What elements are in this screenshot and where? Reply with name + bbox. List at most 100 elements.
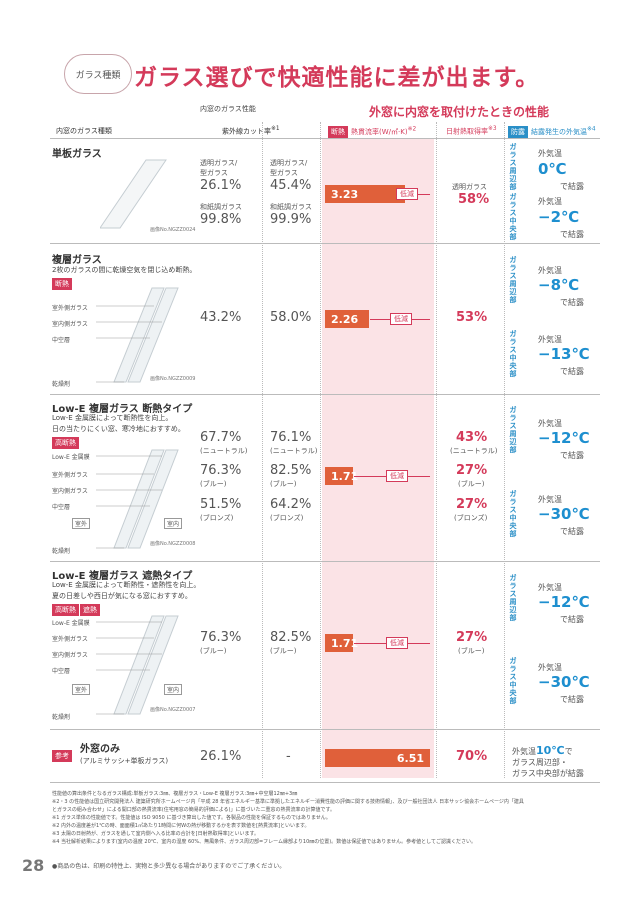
dew-heading-label: 結露発生の外気温 bbox=[531, 128, 587, 136]
uv-b-label: 和紙調ガラス bbox=[270, 203, 312, 211]
row-desc: Low-E 金属膜によって断熱性・遮熱性を向上。 bbox=[52, 581, 201, 589]
glass-part-label: Low-E 金属膜 bbox=[52, 454, 90, 461]
dew-outside-label: 外気温 bbox=[538, 149, 562, 158]
dew-summary-line: ガラス周辺部・ bbox=[512, 758, 568, 767]
dew-temp: −12℃ bbox=[538, 429, 590, 447]
uv-a-label: 型ガラス bbox=[200, 169, 228, 177]
uv-a-value: 26.1% bbox=[200, 749, 242, 764]
dew-result: で結露 bbox=[560, 527, 584, 536]
dew-position-label: ガラス周辺部 bbox=[509, 574, 517, 622]
dew-heading-note: ※4 bbox=[587, 126, 596, 133]
uv-heading: 紫外線カット率※1 bbox=[222, 126, 280, 136]
image-number: 画像No.NGZZ0007 bbox=[150, 707, 196, 713]
glass-part-label: 室外側ガラス bbox=[52, 305, 88, 312]
row-desc: 日の当たりにくい窓、寒冷地におすすめ。 bbox=[52, 425, 185, 433]
dew-result: で結露 bbox=[560, 451, 584, 460]
reduce-label: 低減 bbox=[386, 637, 408, 649]
lowe-insul-glass-illustration bbox=[96, 449, 179, 549]
glass-color: (ブルー) bbox=[200, 647, 227, 655]
uv-heading-note: ※1 bbox=[271, 126, 280, 132]
uv-a-value: 51.5% bbox=[200, 497, 242, 512]
uv-b-value: 82.5% bbox=[270, 630, 312, 645]
note: ※2 内外の温度差が1℃の時、面面積1㎡あたり1時間に何Wの熱が移動するかを表す… bbox=[52, 823, 310, 829]
u-value-bar: 1.71 bbox=[325, 467, 358, 485]
dew-position-label: ガラス中央部 bbox=[509, 657, 517, 705]
insul-column-band bbox=[322, 138, 434, 778]
row-title-lowe-insul: Low-E 複層ガラス 断熱タイプ bbox=[52, 404, 193, 415]
dew-temp: −30℃ bbox=[538, 673, 590, 691]
dew-position-label: ガラス周辺部 bbox=[509, 406, 517, 454]
note: とガラスの組み合わせ」による開口部の熱貫流率(住宅用窓の簡易的評価による)」に基… bbox=[52, 807, 336, 813]
glass-part-label: 中空層 bbox=[52, 668, 71, 675]
dew-position-label: ガラス周辺部 bbox=[509, 143, 517, 191]
insul-heading-label: 熱貫流率(W/㎡·K) bbox=[351, 128, 408, 136]
note: ※2・3 の性能値は国立研究開発法人 建築研究所ホームページ内「平成 28 年省… bbox=[52, 799, 524, 805]
dew-summary-suffix: で bbox=[564, 747, 573, 756]
tag-insulation: 断熱 bbox=[52, 278, 72, 290]
lowe-shade-glass-illustration bbox=[96, 615, 179, 715]
solar-value: 58% bbox=[458, 192, 490, 207]
dew-summary: 外気温10℃で bbox=[512, 744, 573, 757]
tag-shading: 遮熱 bbox=[80, 604, 100, 616]
page-title: ガラス選びで快適性能に差が出ます。 bbox=[134, 65, 540, 91]
insul-tag: 断熱 bbox=[328, 126, 348, 138]
glass-color: (ブロンズ) bbox=[200, 514, 234, 522]
divider bbox=[436, 122, 437, 778]
dew-outside-label: 外気温 bbox=[538, 197, 562, 206]
uv-b-label: 型ガラス bbox=[270, 169, 298, 177]
single-glass-illustration bbox=[100, 159, 167, 229]
dew-temp: −8℃ bbox=[538, 276, 580, 294]
row-divider bbox=[50, 782, 600, 783]
dew-temp: −30℃ bbox=[538, 505, 590, 523]
reduce-label: 低減 bbox=[390, 313, 412, 325]
row-divider bbox=[50, 243, 600, 244]
row-desc: 夏の日差しや西日が気になる窓におすすめ。 bbox=[52, 592, 192, 600]
page-number: 28 bbox=[22, 856, 45, 875]
dew-temp: −2℃ bbox=[538, 208, 580, 226]
section-badge: ガラス種類 bbox=[64, 54, 132, 94]
row-divider bbox=[50, 394, 600, 395]
footer-note: ●商品の色は、印刷の特性上、実物と多少異なる場合がありますのでご了承ください。 bbox=[52, 863, 286, 870]
tag-high-insulation: 高断熱 bbox=[52, 604, 79, 616]
solar-value: 27% bbox=[456, 497, 488, 512]
dew-position-label: ガラス中央部 bbox=[509, 490, 517, 538]
glass-part-label: Low-E 金属膜 bbox=[52, 620, 90, 627]
dew-temp: 0℃ bbox=[538, 160, 567, 178]
double-glass-illustration bbox=[96, 287, 179, 383]
dew-result: で結露 bbox=[560, 182, 584, 191]
row-divider bbox=[50, 138, 600, 139]
dew-temp: −13℃ bbox=[538, 345, 590, 363]
uv-b-value: 64.2% bbox=[270, 497, 312, 512]
tag-high-insulation: 高断熱 bbox=[52, 437, 79, 449]
glass-color: (ブロンズ) bbox=[270, 514, 304, 522]
u-value-bar: 3.23 bbox=[325, 185, 405, 203]
row-desc: Low-E 金属膜によって断熱性を向上。 bbox=[52, 414, 173, 422]
dew-summary-label: 外気温 bbox=[512, 747, 536, 756]
solar-label: 透明ガラス bbox=[452, 183, 487, 191]
reduce-label: 低減 bbox=[386, 470, 408, 482]
glass-part-label: 室内側ガラス bbox=[52, 652, 88, 659]
dew-outside-label: 外気温 bbox=[538, 663, 562, 672]
glass-part-label: 中空層 bbox=[52, 337, 71, 344]
uv-a-value: 76.3% bbox=[200, 630, 242, 645]
outer-perf-heading: 外窓に内窓を取付けたときの性能 bbox=[368, 105, 549, 119]
divider bbox=[320, 122, 321, 778]
uv-b-value: 82.5% bbox=[270, 463, 312, 478]
dew-result: で結露 bbox=[560, 695, 584, 704]
reduce-label: 低減 bbox=[396, 188, 418, 200]
glass-color: (ブロンズ) bbox=[454, 514, 488, 522]
uv-a-value: 76.3% bbox=[200, 463, 242, 478]
note: ※4 当社解析結果によります(室内の温度 20℃、室内の湿度 60%、無風条件、… bbox=[52, 839, 476, 845]
u-value-bar: 1.71 bbox=[325, 634, 358, 652]
uv-b-label: 透明ガラス/ bbox=[270, 159, 308, 167]
inside-label: 室内 bbox=[164, 684, 183, 695]
row-title-lowe-shade: Low-E 複層ガラス 遮熱タイプ bbox=[52, 571, 193, 582]
glass-color: (ニュートラル) bbox=[270, 447, 318, 455]
solar-value: 53% bbox=[456, 310, 488, 325]
dew-outside-label: 外気温 bbox=[538, 495, 562, 504]
glass-part-label: 室内側ガラス bbox=[52, 488, 88, 495]
glass-color: (ブルー) bbox=[458, 480, 485, 488]
dew-outside-label: 外気温 bbox=[538, 266, 562, 275]
uv-b-value: 99.9% bbox=[270, 212, 312, 227]
dew-temp: −12℃ bbox=[538, 593, 590, 611]
